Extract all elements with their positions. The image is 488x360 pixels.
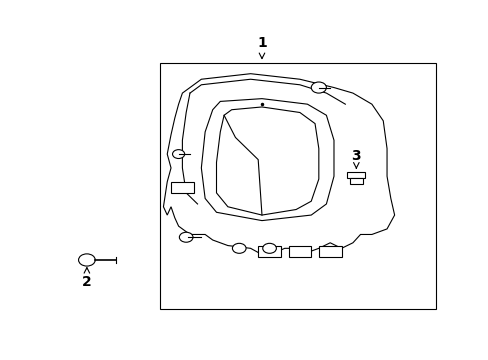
Circle shape [79, 254, 95, 266]
Bar [349, 178, 362, 184]
Polygon shape [201, 99, 333, 221]
Text: 2: 2 [82, 275, 92, 289]
Text: 3: 3 [351, 149, 361, 163]
Polygon shape [163, 74, 394, 257]
Bar [288, 246, 310, 257]
Text: 1: 1 [257, 36, 266, 50]
Circle shape [172, 150, 184, 158]
Bar [258, 246, 280, 257]
Bar [159, 63, 435, 309]
Circle shape [179, 232, 193, 242]
Circle shape [311, 82, 326, 93]
Circle shape [232, 243, 245, 253]
Bar [318, 246, 341, 257]
Bar [171, 182, 193, 193]
Bar [346, 172, 365, 177]
Circle shape [262, 243, 276, 253]
Polygon shape [216, 107, 318, 215]
